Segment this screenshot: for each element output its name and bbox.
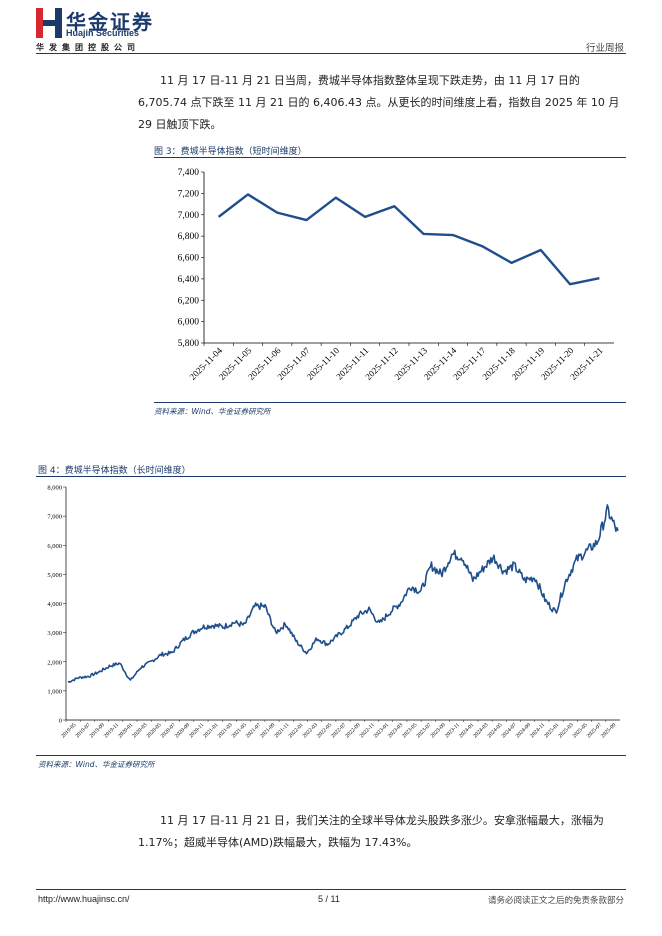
y-tick-label: 6,200 [178, 296, 200, 306]
y-tick-label: 7,000 [178, 211, 200, 221]
footer-divider [36, 889, 626, 890]
y-tick-label: 0 [59, 718, 62, 725]
footer-url[interactable]: http://www.huajinsc.cn/ [38, 894, 130, 904]
y-tick-label: 3,000 [47, 630, 62, 637]
figure-4-bottom-rule [36, 755, 626, 756]
series-line [67, 504, 619, 683]
body-paragraph-2: 11 月 17 日-11 月 21 日，我们关注的全球半导体龙头股跌多涨少。安拿… [138, 814, 604, 849]
figure-4-top-rule [36, 476, 626, 477]
y-tick-label: 6,600 [178, 254, 200, 264]
series-line [217, 193, 600, 286]
y-tick-label: 2,000 [47, 659, 62, 666]
y-tick-label: 5,000 [47, 572, 62, 579]
huajin-logo-icon [36, 8, 62, 38]
figure-3-top-rule [154, 157, 626, 158]
y-tick-label: 5,800 [178, 339, 200, 349]
y-tick-label: 7,400 [178, 168, 200, 178]
logo-english-name: Huajin Securities [66, 28, 140, 38]
x-tick-label: 2025-09 [600, 722, 617, 739]
y-tick-label: 6,000 [178, 318, 200, 328]
figure-4-title: 图 4：费城半导体指数（长时间维度） [38, 466, 191, 476]
y-tick-label: 7,000 [47, 514, 62, 521]
page-number: 5 / 11 [318, 894, 340, 904]
y-tick-label: 1,000 [47, 688, 62, 695]
y-tick-label: 6,400 [178, 275, 200, 285]
figure-4-chart: 0 1,000 2,000 3,000 4,000 5,000 6,000 7,000 8,00… [47, 485, 620, 739]
figure-3-bottom-rule [154, 402, 626, 403]
logo-chinese-name: 华金证券 [66, 10, 154, 34]
body-paragraph-1: 11 月 17 日-11 月 21 日当周，费城半导体指数整体呈现下跌走势，由 … [138, 74, 620, 131]
company-tagline: 华发集团控股公司 [36, 43, 140, 52]
figure-3-title: 图 3：费城半导体指数（短时间维度） [154, 147, 307, 157]
y-tick-label: 6,000 [47, 543, 62, 550]
header-divider [36, 53, 626, 54]
report-type: 行业周报 [585, 43, 624, 54]
figure-3-chart: 5,800 6,000 6,200 6,400 6,600 6,800 7,000 7,200… [178, 168, 614, 382]
y-tick-label: 4,000 [47, 601, 62, 608]
footer-disclaimer: 请务必阅读正文之后的免责条款部分 [487, 896, 624, 906]
y-tick-label: 8,000 [47, 485, 62, 492]
figure-4-source: 资料来源：Wind、华金证券研究所 [38, 760, 155, 769]
figure-3-source: 资料来源：Wind、华金证券研究所 [154, 407, 271, 416]
y-tick-label: 6,800 [178, 232, 200, 242]
y-tick-label: 7,200 [178, 189, 200, 199]
